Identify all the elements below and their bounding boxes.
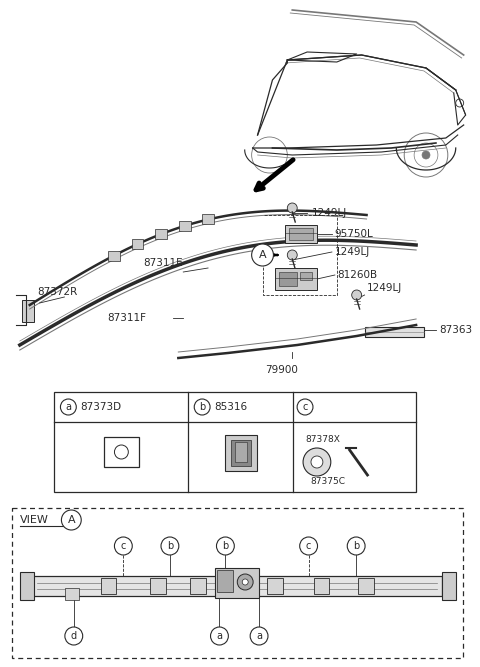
- Text: 87372R: 87372R: [37, 287, 78, 297]
- Bar: [108, 251, 120, 261]
- Circle shape: [300, 537, 318, 555]
- Text: 87311F: 87311F: [107, 313, 146, 323]
- Bar: [216, 568, 259, 598]
- Circle shape: [194, 399, 210, 415]
- Text: 1249LJ: 1249LJ: [367, 283, 402, 293]
- Text: 1249LJ: 1249LJ: [335, 247, 370, 257]
- Text: c: c: [306, 541, 312, 551]
- Text: b: b: [167, 541, 173, 551]
- Circle shape: [303, 448, 331, 476]
- Bar: [190, 578, 205, 594]
- Bar: [217, 570, 233, 592]
- Text: 87363: 87363: [439, 325, 472, 335]
- Circle shape: [252, 244, 274, 266]
- Circle shape: [288, 250, 297, 260]
- Bar: [231, 440, 251, 466]
- Text: 87378X: 87378X: [305, 436, 340, 444]
- Bar: [155, 229, 167, 239]
- Text: 87373D: 87373D: [80, 402, 121, 412]
- Circle shape: [65, 627, 83, 645]
- Bar: [313, 578, 329, 594]
- Text: 95750L: 95750L: [335, 229, 373, 239]
- Bar: [358, 578, 374, 594]
- Bar: [235, 442, 247, 462]
- Bar: [179, 221, 191, 231]
- Circle shape: [211, 627, 228, 645]
- Bar: [12, 508, 463, 658]
- Bar: [202, 215, 214, 225]
- Bar: [22, 300, 34, 322]
- Bar: [132, 239, 144, 249]
- Bar: [276, 268, 317, 290]
- Bar: [289, 228, 313, 240]
- Text: 87311E: 87311E: [144, 258, 183, 268]
- Text: c: c: [120, 541, 126, 551]
- Circle shape: [288, 203, 297, 213]
- Bar: [443, 572, 456, 600]
- Circle shape: [216, 537, 234, 555]
- Bar: [225, 435, 257, 471]
- Circle shape: [161, 537, 179, 555]
- Circle shape: [114, 537, 132, 555]
- Text: a: a: [216, 631, 222, 641]
- Circle shape: [242, 579, 248, 585]
- Circle shape: [422, 151, 430, 159]
- Text: 87375C: 87375C: [310, 478, 345, 486]
- Bar: [267, 578, 283, 594]
- Text: b: b: [353, 541, 360, 551]
- Circle shape: [250, 627, 268, 645]
- Bar: [279, 272, 297, 286]
- Text: b: b: [199, 402, 205, 412]
- Text: a: a: [256, 631, 262, 641]
- Text: A: A: [259, 250, 266, 260]
- Circle shape: [311, 456, 323, 468]
- Bar: [55, 392, 416, 492]
- Bar: [100, 578, 117, 594]
- Circle shape: [61, 510, 81, 530]
- Bar: [285, 225, 317, 243]
- Text: b: b: [222, 541, 228, 551]
- Bar: [32, 576, 443, 596]
- Text: a: a: [65, 402, 72, 412]
- Bar: [300, 272, 312, 280]
- Text: d: d: [71, 631, 77, 641]
- Text: 79900: 79900: [265, 365, 299, 375]
- Text: 81260B: 81260B: [337, 270, 377, 280]
- Text: c: c: [302, 402, 308, 412]
- Text: 1249LJ: 1249LJ: [312, 208, 348, 218]
- Circle shape: [352, 290, 361, 300]
- Bar: [20, 572, 34, 600]
- Text: A: A: [68, 515, 75, 525]
- Circle shape: [347, 537, 365, 555]
- Text: 85316: 85316: [214, 402, 247, 412]
- Circle shape: [60, 399, 76, 415]
- Bar: [104, 437, 139, 467]
- Circle shape: [297, 399, 313, 415]
- Bar: [365, 327, 424, 337]
- Circle shape: [237, 574, 253, 590]
- Bar: [65, 588, 79, 600]
- Text: VIEW: VIEW: [20, 515, 48, 525]
- Bar: [150, 578, 166, 594]
